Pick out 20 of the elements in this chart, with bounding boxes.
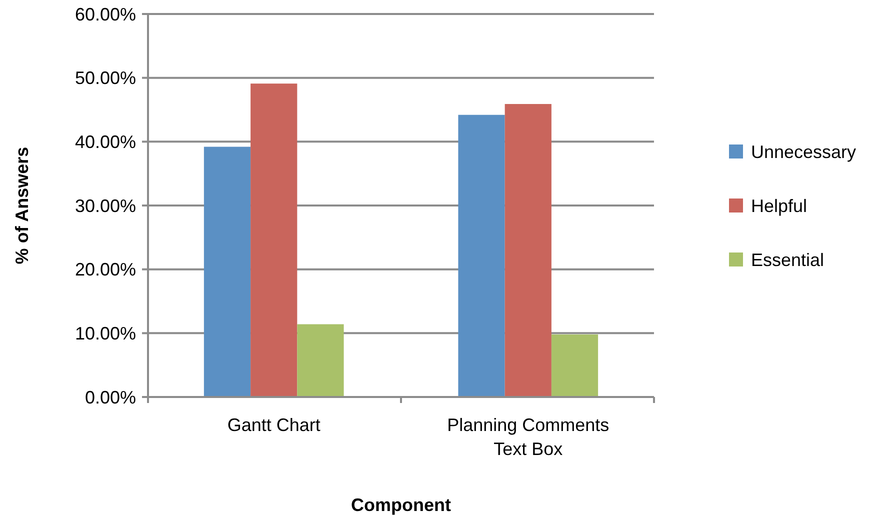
y-tick-label: 0.00% <box>84 387 136 408</box>
bar <box>204 146 251 397</box>
y-axis-title: % of Answers <box>12 146 32 264</box>
bar <box>458 114 505 397</box>
y-tick-label: 60.00% <box>74 4 136 24</box>
y-tick-label: 20.00% <box>74 260 136 280</box>
bar <box>250 84 298 397</box>
x-tick-label: Gantt Chart <box>227 415 320 435</box>
bar <box>551 334 598 397</box>
bar <box>297 324 344 397</box>
x-tick-label: Planning Comments Text Box <box>447 415 610 459</box>
y-tick-label: 40.00% <box>74 132 136 152</box>
legend-label: Unnecessary <box>751 142 856 162</box>
legend-label: Helpful <box>751 196 808 216</box>
legend-label: Essential <box>751 250 824 270</box>
y-tick-label: 50.00% <box>74 68 136 88</box>
bar <box>504 104 552 397</box>
x-axis-title: Component <box>351 495 451 515</box>
y-tick-label: 10.00% <box>74 323 136 344</box>
y-tick-label: 30.00% <box>74 196 136 216</box>
